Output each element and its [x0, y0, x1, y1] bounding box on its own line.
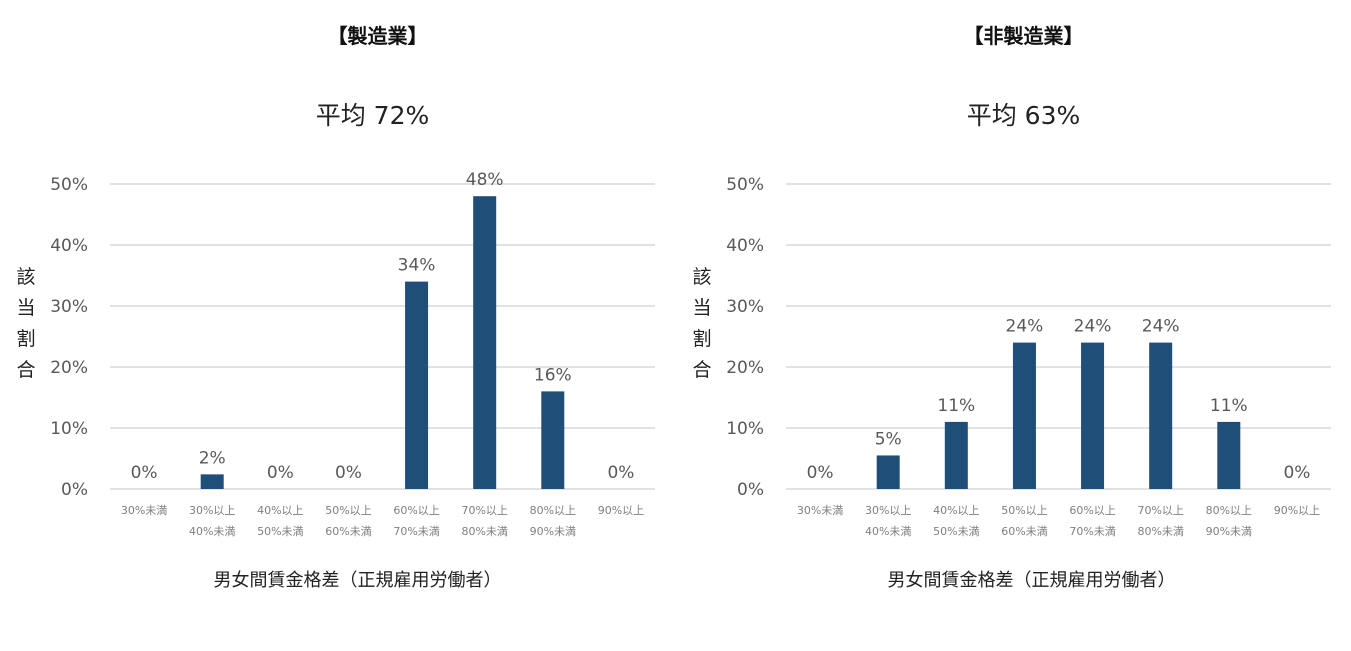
y-axis-label: 該当割合: [692, 266, 712, 381]
data-label: 11%: [1210, 396, 1248, 416]
data-label: 16%: [534, 365, 572, 385]
x-tick-label: 90%以上: [598, 504, 644, 517]
x-tick-label: 40%未満: [865, 525, 911, 538]
x-tick-label: 30%未満: [797, 504, 843, 517]
data-label: 24%: [1074, 317, 1112, 337]
data-label: 5%: [875, 429, 902, 449]
y-tick-label: 10%: [726, 419, 764, 439]
x-tick-label: 50%以上: [325, 504, 371, 517]
bar-chart: 0% 10% 20% 30% 40% 50% 0% 30%未満 5% 30%以上 40%未満 11% 4…: [726, 175, 1331, 538]
y-tick-label: 0%: [61, 480, 88, 500]
y-tick-label: 50%: [50, 175, 88, 195]
y-tick-label: 50%: [726, 175, 764, 195]
y-tick-label: 30%: [726, 297, 764, 317]
x-tick-label: 40%以上: [933, 504, 979, 517]
data-label: 34%: [398, 256, 436, 276]
data-label: 0%: [131, 463, 158, 483]
x-tick-label: 50%未満: [933, 525, 979, 538]
chart-subtitle: 平均 72%: [315, 101, 430, 130]
x-tick-label: 30%以上: [865, 504, 911, 517]
y-tick-label: 0%: [737, 480, 764, 500]
x-tick-label: 50%以上: [1001, 504, 1047, 517]
y-tick-label: 10%: [50, 419, 88, 439]
x-tick-label: 30%以上: [189, 504, 235, 517]
y-tick-label: 40%: [726, 236, 764, 256]
x-tick-label: 90%以上: [1274, 504, 1320, 517]
bar: [1081, 342, 1105, 489]
y-tick-label: 20%: [50, 358, 88, 378]
data-label: 24%: [1006, 317, 1044, 337]
y-axis-label: 該当割合: [16, 266, 36, 381]
chart-subtitle: 平均 63%: [966, 101, 1081, 130]
bar: [200, 474, 224, 489]
bar: [944, 421, 968, 489]
data-label: 0%: [335, 463, 362, 483]
x-tick-label: 70%以上: [1137, 504, 1183, 517]
x-tick-label: 60%以上: [1069, 504, 1115, 517]
bar: [541, 391, 565, 489]
x-tick-label: 30%未満: [121, 504, 167, 517]
data-label: 0%: [807, 463, 834, 483]
y-tick-label: 30%: [50, 297, 88, 317]
x-tick-label: 70%以上: [461, 504, 507, 517]
chart-title: 【製造業】: [327, 24, 428, 48]
x-tick-label: 70%未満: [393, 525, 439, 538]
data-label: 0%: [607, 463, 634, 483]
x-tick-label: 90%未満: [1206, 525, 1252, 538]
x-tick-label: 50%未満: [257, 525, 303, 538]
data-label: 11%: [937, 396, 975, 416]
chart-panel-manufacturing: 【製造業】 平均 72% 該当割合 0% 10% 20% 30% 40% 50% 0% 30%…: [0, 0, 675, 651]
bar: [1217, 421, 1241, 489]
y-tick-label: 40%: [50, 236, 88, 256]
bar: [405, 281, 429, 489]
x-tick-label: 60%以上: [393, 504, 439, 517]
x-tick-label: 80%未満: [1137, 525, 1183, 538]
data-label: 24%: [1142, 317, 1180, 337]
bar: [473, 196, 497, 489]
x-tick-label: 80%未満: [461, 525, 507, 538]
bar: [1149, 342, 1173, 489]
chart-panel-non-manufacturing: 【非製造業】 平均 63% 該当割合 0% 10% 20% 30% 40% 50% 0% 30…: [676, 0, 1351, 651]
x-tick-label: 40%以上: [257, 504, 303, 517]
bar: [876, 455, 900, 489]
x-tick-label: 60%未満: [325, 525, 371, 538]
y-tick-label: 20%: [726, 358, 764, 378]
x-tick-label: 60%未満: [1001, 525, 1047, 538]
x-tick-label: 70%未満: [1069, 525, 1115, 538]
data-label: 2%: [199, 448, 226, 468]
x-tick-label: 80%以上: [530, 504, 576, 517]
data-label: 0%: [267, 463, 294, 483]
data-label: 0%: [1283, 463, 1310, 483]
x-tick-label: 80%以上: [1206, 504, 1252, 517]
x-tick-label: 40%未満: [189, 525, 235, 538]
x-axis-label: 男女間賃金格差（正規雇用労働者）: [213, 570, 502, 591]
x-tick-label: 90%未満: [530, 525, 576, 538]
data-label: 48%: [466, 170, 504, 190]
bar: [1012, 342, 1036, 489]
chart-title: 【非製造業】: [963, 24, 1084, 48]
bar-chart: 0% 10% 20% 30% 40% 50% 0% 30%未満 2% 30%以上 40%未満 0% 40…: [50, 170, 655, 538]
x-axis-label: 男女間賃金格差（正規雇用労働者）: [887, 570, 1176, 591]
